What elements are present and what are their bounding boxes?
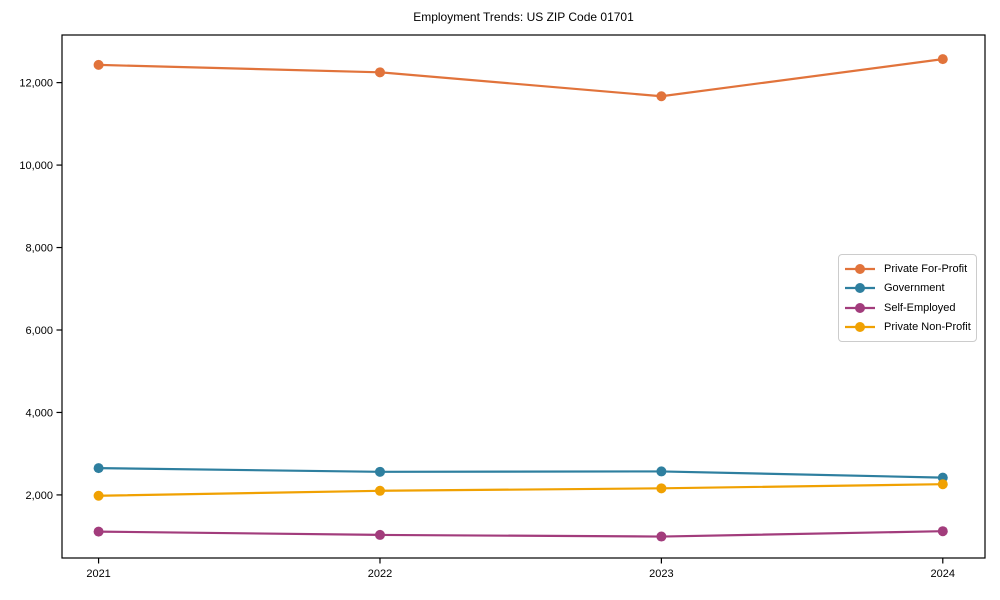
x-tick-label: 2022: [368, 568, 392, 580]
legend-item-private-for-profit: Private For-Profit: [844, 259, 972, 279]
data-point-government-2021: [93, 463, 104, 474]
legend-marker-private-non-profit: [845, 322, 875, 333]
x-tick-label: 2021: [86, 568, 110, 580]
data-point-government-2022: [374, 466, 385, 477]
data-point-self-employed-2021: [93, 526, 104, 537]
legend-label-private-for-profit: Private For-Profit: [884, 262, 968, 275]
x-tick-label: 2024: [931, 568, 955, 580]
data-point-private-non-profit-2024: [937, 479, 948, 490]
legend-label-private-non-profit: Private Non-Profit: [884, 321, 971, 334]
data-point-government-2023: [656, 466, 667, 477]
y-tick-label: 4,000: [25, 407, 53, 419]
legend-item-government: Government: [844, 279, 972, 299]
legend-marker-government: [845, 283, 875, 294]
data-point-self-employed-2022: [374, 529, 385, 540]
data-point-private-for-profit-2021: [93, 59, 104, 70]
y-tick-label: 2,000: [25, 490, 53, 502]
y-tick-label: 10,000: [19, 160, 53, 172]
legend-label-government: Government: [884, 282, 945, 295]
data-point-self-employed-2024: [937, 526, 948, 537]
y-tick-label: 12,000: [19, 78, 53, 90]
data-point-private-for-profit-2023: [656, 91, 667, 102]
series-line-government: [97, 467, 944, 479]
legend-marker-private-for-profit: [845, 263, 875, 274]
data-point-private-non-profit-2023: [656, 483, 667, 494]
chart-title: Employment Trends: US ZIP Code 01701: [413, 10, 634, 24]
legend-item-private-non-profit: Private Non-Profit: [844, 318, 972, 338]
y-tick-label: 6,000: [25, 325, 53, 337]
legend: Private For-Profit Government Self-Employe…: [838, 254, 977, 342]
x-tick-label: 2023: [649, 568, 673, 580]
legend-marker-self-employed: [845, 302, 875, 313]
series-line-private-non-profit: [97, 483, 944, 497]
data-point-private-for-profit-2024: [937, 54, 948, 65]
legend-label-self-employed: Self-Employed: [884, 301, 956, 314]
data-point-private-for-profit-2022: [374, 67, 385, 78]
data-point-private-non-profit-2021: [93, 490, 104, 501]
data-point-private-non-profit-2022: [374, 485, 385, 496]
data-point-self-employed-2023: [656, 531, 667, 542]
series-line-self-employed: [97, 530, 944, 538]
plot-frame: [61, 34, 986, 559]
series-line-private-for-profit: [97, 58, 944, 98]
legend-item-self-employed: Self-Employed: [844, 298, 972, 318]
y-tick-label: 8,000: [25, 243, 53, 255]
